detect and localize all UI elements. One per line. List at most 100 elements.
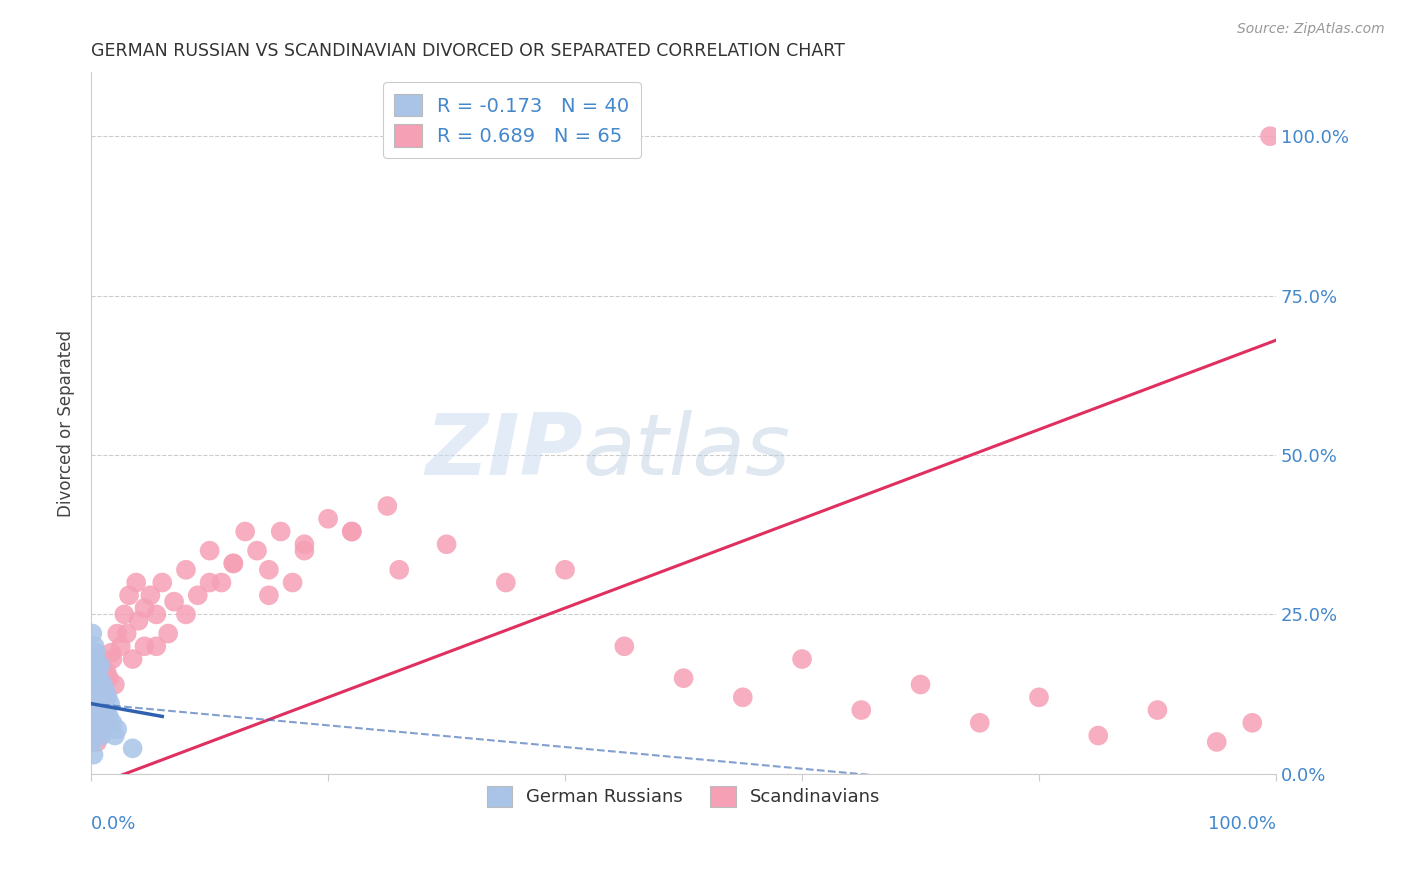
Point [104,729,127,743]
Point [222,557,245,571]
Point [83,729,105,743]
Point [388,563,411,577]
Point [340,524,363,539]
Point [83,747,105,762]
Point [910,677,932,691]
Point [87,697,110,711]
Point [105,722,128,736]
Point [89,671,111,685]
Point [84,722,107,736]
Point [94,684,117,698]
Point [554,563,576,577]
Point [1241,715,1264,730]
Point [83,652,105,666]
Point [150,575,173,590]
Point [94,690,117,705]
Point [96,703,118,717]
Point [198,575,221,590]
Point [84,690,107,705]
Point [82,626,104,640]
Point [613,640,636,654]
Point [281,575,304,590]
Point [101,715,124,730]
Point [294,543,316,558]
Point [316,512,339,526]
Point [969,715,991,730]
Point [90,684,112,698]
Point [121,652,143,666]
Point [495,575,517,590]
Point [82,735,104,749]
Point [257,563,280,577]
Point [163,595,186,609]
Point [87,658,110,673]
Point [91,709,114,723]
Point [104,677,127,691]
Point [83,715,105,730]
Point [90,703,112,717]
Point [1205,735,1227,749]
Point [91,703,114,717]
Point [105,626,128,640]
Point [90,658,112,673]
Point [174,607,197,622]
Point [1028,690,1050,705]
Text: GERMAN RUSSIAN VS SCANDINAVIAN DIVORCED OR SEPARATED CORRELATION CHART: GERMAN RUSSIAN VS SCANDINAVIAN DIVORCED … [91,42,845,60]
Point [97,671,120,685]
Y-axis label: Divorced or Separated: Divorced or Separated [58,330,75,516]
Point [87,684,110,698]
Point [436,537,458,551]
Point [139,588,162,602]
Text: atlas: atlas [583,409,790,492]
Point [86,709,108,723]
Point [98,697,121,711]
Point [115,626,138,640]
Point [134,601,156,615]
Point [198,543,221,558]
Point [145,607,167,622]
Point [89,715,111,730]
Point [93,722,115,736]
Point [174,563,197,577]
Point [1146,703,1168,717]
Point [1087,729,1109,743]
Point [257,588,280,602]
Point [83,640,105,654]
Point [93,697,115,711]
Point [100,646,122,660]
Point [672,671,695,685]
Point [128,614,150,628]
Point [89,677,111,691]
Point [86,671,108,685]
Point [134,640,156,654]
Point [90,715,112,730]
Point [83,665,105,679]
Point [222,557,245,571]
Point [90,729,112,743]
Point [145,640,167,654]
Point [94,715,117,730]
Point [790,652,813,666]
Point [187,588,209,602]
Point [731,690,754,705]
Point [96,665,118,679]
Point [118,588,141,602]
Point [121,741,143,756]
Text: Source: ZipAtlas.com: Source: ZipAtlas.com [1237,22,1385,37]
Point [84,646,107,660]
Point [83,729,105,743]
Point [270,524,292,539]
Point [211,575,233,590]
Point [101,652,124,666]
Point [294,537,316,551]
Point [246,543,269,558]
Point [233,524,256,539]
Point [125,575,148,590]
Point [112,607,135,622]
Text: ZIP: ZIP [425,409,583,492]
Point [83,703,105,717]
Point [340,524,363,539]
Legend: German Russians, Scandinavians: German Russians, Scandinavians [479,779,887,814]
Text: 0.0%: 0.0% [91,815,136,833]
Point [90,690,112,705]
